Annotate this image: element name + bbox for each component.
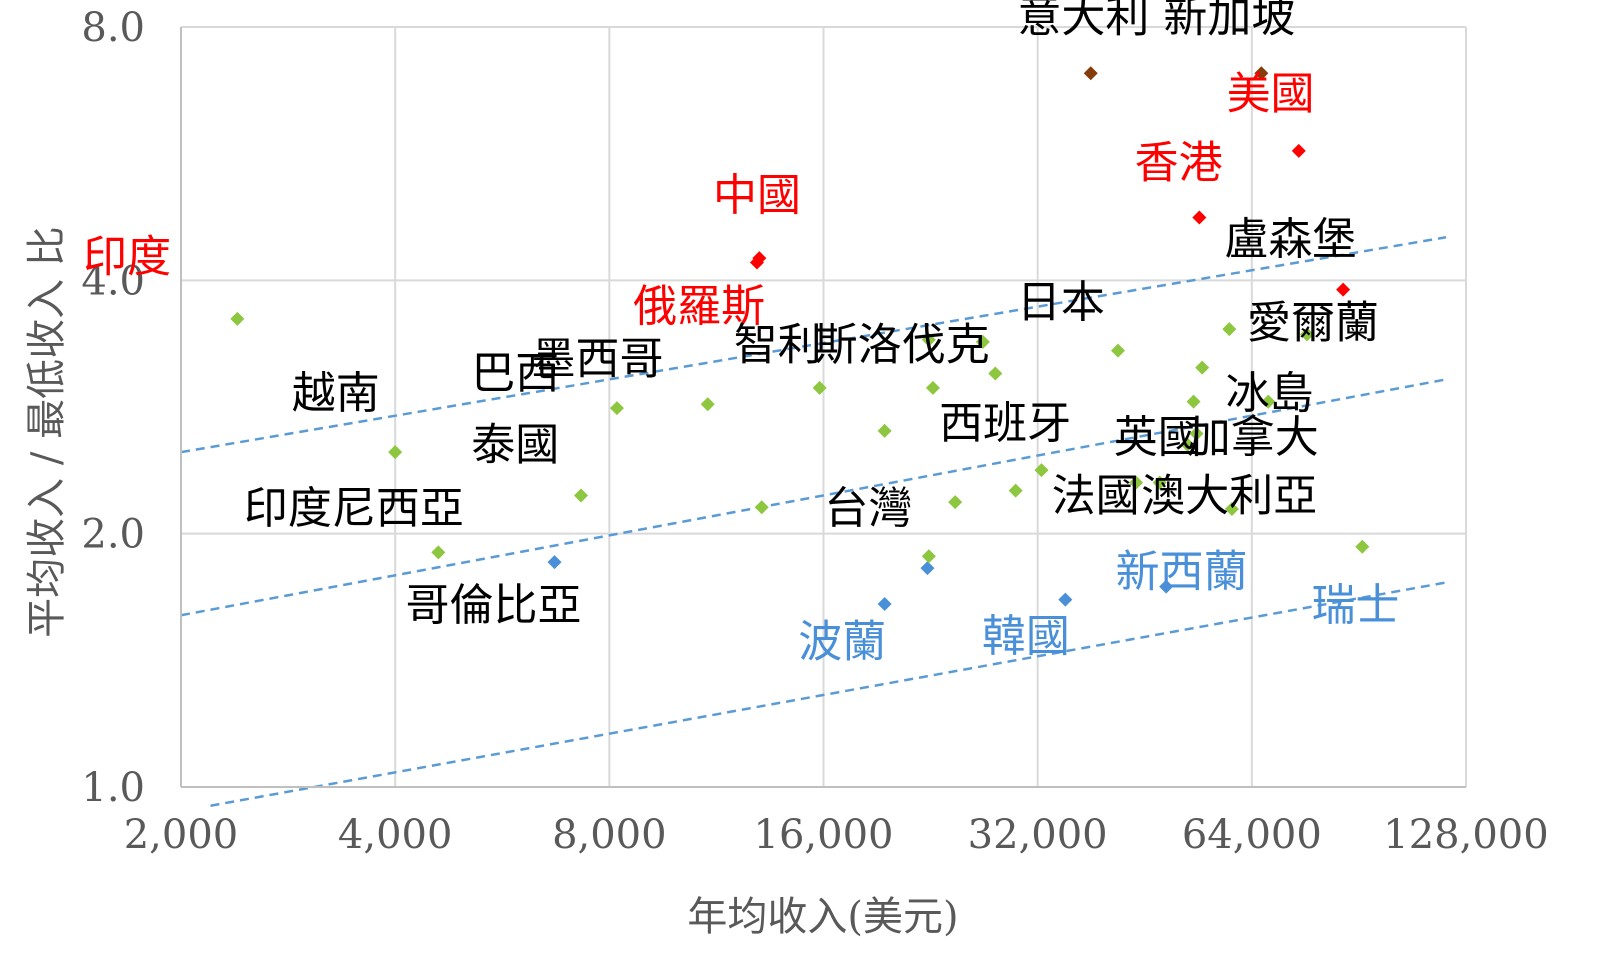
data-point — [700, 397, 715, 412]
point-label: 泰國 — [471, 419, 559, 470]
point-label: 瑞士 — [1311, 580, 1399, 631]
point-label: 英國 — [1114, 412, 1202, 463]
data-point — [877, 596, 892, 611]
x-tick-label: 16,000 — [754, 812, 894, 858]
x-tick-label: 8,000 — [552, 812, 667, 858]
point-label: 冰島 — [1226, 368, 1314, 419]
y-tick-label: 1.0 — [81, 765, 145, 811]
data-point — [1336, 282, 1351, 297]
data-point — [1110, 343, 1125, 358]
data-point — [754, 500, 769, 515]
x-tick-label: 2,000 — [124, 812, 239, 858]
data-point — [925, 380, 940, 395]
data-point — [988, 366, 1003, 381]
point-label: 新西蘭 — [1116, 547, 1248, 598]
point-label: 韓國 — [982, 611, 1070, 662]
point-label: 愛爾蘭 — [1247, 298, 1379, 349]
data-point — [1180, 437, 1195, 452]
data-point — [1224, 501, 1239, 516]
data-point — [609, 401, 624, 416]
trendlines — [180, 236, 1447, 807]
x-axis-title: 年均收入(美元) — [687, 894, 958, 940]
data-point — [921, 549, 936, 564]
point-label: 台灣 — [824, 483, 912, 534]
axes: 2,000 4,000 8,000 16,000 32,000 64,000 128,000… — [81, 5, 1548, 858]
point-label: 中國 — [713, 170, 801, 221]
point-label: 日本 — [1017, 277, 1105, 328]
data-point — [1186, 394, 1201, 409]
data-point — [1152, 475, 1167, 490]
point-label: 美國 — [1227, 69, 1315, 120]
data-point — [752, 251, 767, 266]
data-point — [230, 311, 245, 326]
data-point — [812, 380, 827, 395]
data-point — [1195, 360, 1210, 375]
x-tick-label: 128,000 — [1383, 812, 1548, 858]
data-point — [547, 555, 562, 570]
point-label: 西班牙 — [939, 398, 1071, 449]
point-label: 波蘭 — [798, 616, 886, 667]
x-tick-label: 32,000 — [968, 812, 1108, 858]
data-point — [877, 423, 892, 438]
point-label: 法國 — [1052, 471, 1140, 522]
point-label: 墨西哥 — [532, 333, 664, 384]
y-tick-label: 2.0 — [81, 512, 145, 558]
trendline — [180, 236, 1447, 454]
point-label: 澳大利亞 — [1141, 471, 1317, 522]
grid — [181, 26, 1467, 787]
data-point — [921, 332, 936, 347]
point-label: 印度 — [83, 231, 171, 282]
point-label: 巴西 — [471, 348, 559, 399]
data-point — [388, 445, 403, 460]
point-label: 香港 — [1135, 137, 1223, 188]
data-point — [948, 495, 963, 510]
data-point — [1058, 592, 1073, 607]
y-tick-label: 8.0 — [81, 5, 145, 51]
data-point — [1008, 483, 1023, 498]
data-points — [230, 66, 1370, 611]
data-point — [1254, 66, 1269, 81]
point-label: 斯洛伐克 — [814, 320, 990, 371]
y-tick-label: 4.0 — [81, 258, 145, 304]
x-tick-label: 4,000 — [338, 812, 453, 858]
point-label: 印度尼西亞 — [244, 483, 464, 534]
data-point — [1034, 463, 1049, 478]
data-point — [975, 334, 990, 349]
point-label: 智利 — [734, 320, 822, 371]
data-point — [1159, 579, 1174, 594]
data-point — [1192, 210, 1207, 225]
point-label: 加拿大 — [1187, 412, 1319, 463]
point-label: 盧森堡 — [1224, 214, 1356, 265]
x-tick-label: 64,000 — [1182, 812, 1322, 858]
trendline — [180, 378, 1447, 617]
data-point — [1083, 66, 1098, 81]
data-point — [1355, 539, 1370, 554]
data-point — [1291, 143, 1306, 158]
data-point — [1222, 322, 1237, 337]
data-point — [431, 545, 446, 560]
point-label: 意大利 新加坡 — [1017, 0, 1295, 43]
point-label: 哥倫比亞 — [406, 580, 582, 631]
data-point — [574, 488, 589, 503]
point-label: 俄羅斯 — [633, 281, 765, 332]
data-point — [920, 561, 935, 576]
y-axis-title: 平均收入 / 最低收入 比 — [24, 226, 70, 638]
point-label: 越南 — [292, 368, 380, 419]
data-point — [1299, 327, 1314, 342]
data-point — [1189, 426, 1204, 441]
data-point — [1129, 475, 1144, 490]
data-point — [1261, 394, 1276, 409]
